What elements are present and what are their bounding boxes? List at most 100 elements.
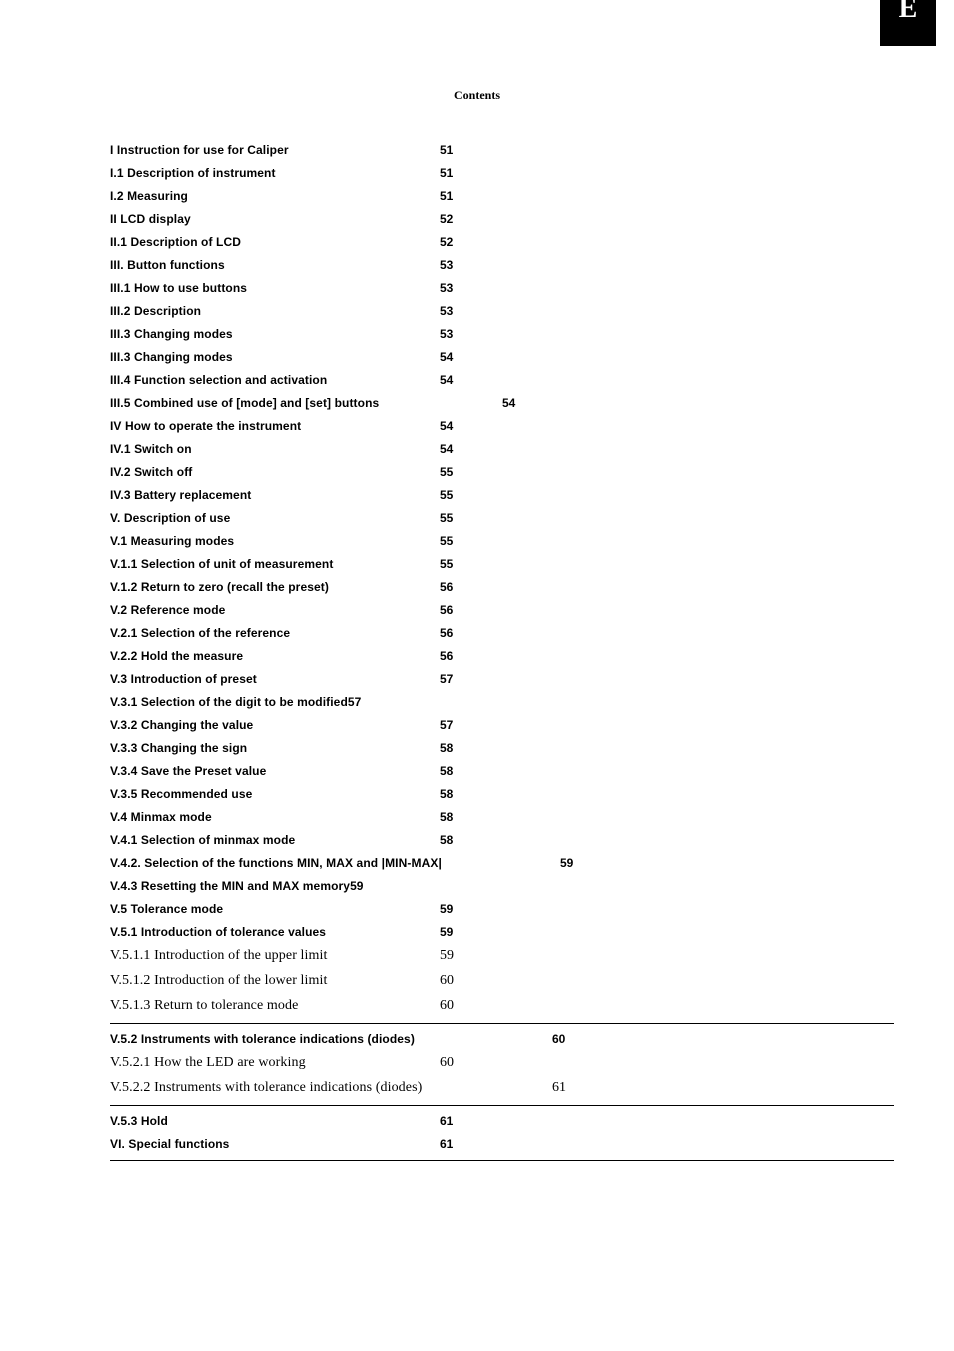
toc-page: 51	[440, 166, 453, 180]
toc-title: V.3.5 Recommended use	[110, 787, 440, 801]
toc-title: III.3 Changing modes	[110, 350, 440, 364]
toc-page: 54	[440, 419, 453, 433]
toc-row: V.5 Tolerance mode59	[110, 902, 894, 916]
toc-row: III.5 Combined use of [mode] and [set] b…	[110, 396, 894, 410]
toc-page: 55	[440, 465, 453, 479]
toc-row: V.5.1.3 Return to tolerance mode60	[110, 998, 894, 1014]
toc-title: I Instruction for use for Caliper	[110, 143, 440, 157]
toc-title: III.4 Function selection and activation	[110, 373, 440, 387]
toc-page: 58	[440, 741, 453, 755]
toc-title: II.1 Description of LCD	[110, 235, 440, 249]
toc-title: V.3.1 Selection of the digit to be modif…	[110, 695, 348, 709]
toc-page: 54	[440, 350, 453, 364]
toc-page: 53	[440, 304, 453, 318]
toc-row: IV.3 Battery replacement55	[110, 488, 894, 502]
toc-page: 55	[440, 534, 453, 548]
toc-page: 56	[440, 649, 453, 663]
toc-row: III.1 How to use buttons53	[110, 281, 894, 295]
toc-row: V.4.3 Resetting the MIN and MAX memory59	[110, 879, 894, 893]
toc-page: 61	[440, 1114, 453, 1128]
toc-page: 52	[440, 235, 453, 249]
toc-title: V.5.2.1 How the LED are working	[110, 1055, 440, 1071]
toc-row: III.3 Changing modes54	[110, 350, 894, 364]
toc-page: 59	[560, 856, 573, 870]
toc-row: V.5.1 Introduction of tolerance values59	[110, 925, 894, 939]
toc-page: 53	[440, 327, 453, 341]
toc-row: V.2 Reference mode56	[110, 603, 894, 617]
toc-title: V.4 Minmax mode	[110, 810, 440, 824]
toc-row: V. Description of use55	[110, 511, 894, 525]
toc-page: 51	[440, 143, 453, 157]
toc-page: 52	[440, 212, 453, 226]
toc-row: III.4 Function selection and activation5…	[110, 373, 894, 387]
toc-page: 60	[440, 973, 454, 989]
toc-title: III.1 How to use buttons	[110, 281, 440, 295]
toc-page: 58	[440, 764, 453, 778]
toc-row: V.5.2.2 Instruments with tolerance indic…	[110, 1080, 894, 1096]
toc-title: IV.3 Battery replacement	[110, 488, 440, 502]
toc-row: III. Button functions53	[110, 258, 894, 272]
toc-title: V.4.2. Selection of the functions MIN, M…	[110, 856, 560, 870]
toc-title: IV.2 Switch off	[110, 465, 440, 479]
toc-title: V.5.1.3 Return to tolerance mode	[110, 998, 440, 1014]
toc-title: V.3 Introduction of preset	[110, 672, 440, 686]
toc-title: V.5.1 Introduction of tolerance values	[110, 925, 440, 939]
toc-row: II LCD display52	[110, 212, 894, 226]
toc-title: IV.1 Switch on	[110, 442, 440, 456]
toc-title: III.2 Description	[110, 304, 440, 318]
toc-row: V.3 Introduction of preset57	[110, 672, 894, 686]
toc-title: III.5 Combined use of [mode] and [set] b…	[110, 396, 502, 410]
toc-page: 55	[440, 511, 453, 525]
toc-title: V.5.2.2 Instruments with tolerance indic…	[110, 1080, 552, 1096]
toc-row: I Instruction for use for Caliper51	[110, 143, 894, 157]
toc-page: 55	[440, 557, 453, 571]
toc-row: V.3.1 Selection of the digit to be modif…	[110, 695, 894, 709]
toc-title: V.5.3 Hold	[110, 1114, 440, 1128]
toc-title: III.3 Changing modes	[110, 327, 440, 341]
toc-title: III. Button functions	[110, 258, 440, 272]
toc-row: V.4 Minmax mode58	[110, 810, 894, 824]
toc-title: II LCD display	[110, 212, 440, 226]
table-of-contents: I Instruction for use for Caliper51I.1 D…	[0, 143, 954, 1161]
toc-row: VI. Special functions61	[110, 1137, 894, 1151]
toc-page: 57	[348, 695, 361, 709]
toc-row: V.3.2 Changing the value57	[110, 718, 894, 732]
toc-row: II.1 Description of LCD52	[110, 235, 894, 249]
toc-row: III.2 Description53	[110, 304, 894, 318]
toc-title: V.2.1 Selection of the reference	[110, 626, 440, 640]
toc-page: 61	[552, 1080, 566, 1096]
toc-page: 59	[440, 902, 453, 916]
toc-row: V.2.1 Selection of the reference56	[110, 626, 894, 640]
toc-page: 56	[440, 603, 453, 617]
toc-title: V.4.1 Selection of minmax mode	[110, 833, 440, 847]
toc-title: IV How to operate the instrument	[110, 419, 440, 433]
toc-page: 60	[440, 1055, 454, 1071]
toc-title: V.2 Reference mode	[110, 603, 440, 617]
toc-page: 54	[440, 373, 453, 387]
toc-title: V.3.4 Save the Preset value	[110, 764, 440, 778]
toc-page: 53	[440, 258, 453, 272]
toc-page: 59	[440, 925, 453, 939]
toc-row: IV.2 Switch off55	[110, 465, 894, 479]
toc-title: V.4.3 Resetting the MIN and MAX memory	[110, 879, 350, 893]
toc-page: 51	[440, 189, 453, 203]
toc-page: 54	[502, 396, 515, 410]
toc-title: V.5 Tolerance mode	[110, 902, 440, 916]
toc-title: I.2 Measuring	[110, 189, 440, 203]
toc-row: I.2 Measuring51	[110, 189, 894, 203]
toc-title: V.1 Measuring modes	[110, 534, 440, 548]
toc-row: V.5.1.1 Introduction of the upper limit5…	[110, 948, 894, 964]
toc-row: V.5.2.1 How the LED are working60	[110, 1055, 894, 1071]
toc-row: V.1.1 Selection of unit of measurement55	[110, 557, 894, 571]
toc-title: V.2.2 Hold the measure	[110, 649, 440, 663]
toc-page: 58	[440, 810, 453, 824]
toc-page: 55	[440, 488, 453, 502]
toc-title: V.5.1.1 Introduction of the upper limit	[110, 948, 440, 964]
toc-row: V.3.4 Save the Preset value58	[110, 764, 894, 778]
toc-page: 58	[440, 787, 453, 801]
toc-page: 60	[440, 998, 454, 1014]
toc-title: V.3.3 Changing the sign	[110, 741, 440, 755]
toc-page: 56	[440, 580, 453, 594]
toc-title: V.5.2 Instruments with tolerance indicat…	[110, 1032, 552, 1046]
toc-row: V.1.2 Return to zero (recall the preset)…	[110, 580, 894, 594]
